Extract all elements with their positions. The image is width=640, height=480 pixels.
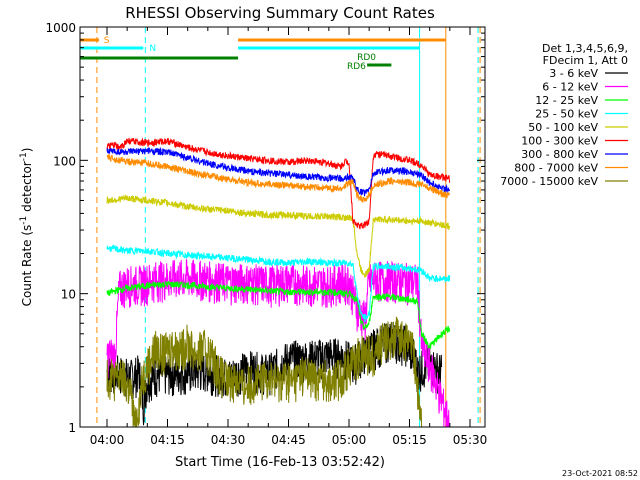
- series-line-7: [106, 154, 451, 203]
- legend-label-5: 100 - 300 keV: [521, 135, 598, 148]
- saa-label: S: [104, 36, 110, 46]
- footer-date: 23-Oct-2021 08:52: [562, 469, 638, 478]
- series-line-3: [106, 244, 451, 323]
- rd-label-1: RD6: [347, 62, 366, 72]
- legend-label-4: 50 - 100 keV: [528, 121, 598, 134]
- y-axis-label: Count Rate (s-1 detector-1): [19, 148, 34, 307]
- series-line-6: [106, 146, 451, 197]
- rd-label-0: RD0: [357, 53, 376, 63]
- x-tick-label-4: 05:00: [332, 433, 367, 447]
- x-tick-label-5: 05:15: [392, 433, 427, 447]
- series-line-2: [106, 280, 451, 349]
- y-tick-label-2: 100: [53, 154, 76, 168]
- legend-label-0: 3 - 6 keV: [549, 67, 598, 80]
- night-label: N: [149, 44, 156, 54]
- x-tick-label-0: 04:00: [90, 433, 125, 447]
- y-tick-label-0: 1: [68, 421, 76, 435]
- y-tick-label-1: 10: [61, 288, 76, 302]
- legend-label-1: 6 - 12 keV: [542, 81, 598, 94]
- series-line-4: [106, 193, 451, 278]
- axes: 04:00 04:15 04:30 04:45 05:00 05:15 05:30 1 10 10…: [45, 21, 487, 447]
- legend-header-1: FDecim 1, Att 0: [543, 54, 628, 67]
- legend: Det 1,3,4,5,6,9,FDecim 1, Att 03 - 6 keV…: [500, 42, 628, 188]
- legend-label-8: 7000 - 15000 keV: [500, 175, 598, 188]
- plot-frame: [79, 26, 486, 428]
- series-line-8: [106, 316, 423, 427]
- chart-title: RHESSI Observing Summary Count Rates: [125, 4, 435, 22]
- y-tick-label-3: 1000: [45, 21, 76, 35]
- series-line-5: [106, 137, 451, 230]
- legend-label-3: 25 - 50 keV: [535, 108, 598, 121]
- legend-header-0: Det 1,3,4,5,6,9,: [542, 42, 628, 55]
- x-tick-label-3: 04:45: [271, 433, 306, 447]
- legend-label-2: 12 - 25 keV: [535, 94, 598, 107]
- x-tick-label-1: 04:15: [150, 433, 185, 447]
- legend-label-7: 800 - 7000 keV: [514, 162, 598, 175]
- x-tick-label-2: 04:30: [211, 433, 246, 447]
- x-tick-label-6: 05:30: [453, 433, 488, 447]
- x-axis-label: Start Time (16-Feb-13 03:52:42): [175, 455, 385, 470]
- legend-label-6: 300 - 800 keV: [521, 148, 598, 161]
